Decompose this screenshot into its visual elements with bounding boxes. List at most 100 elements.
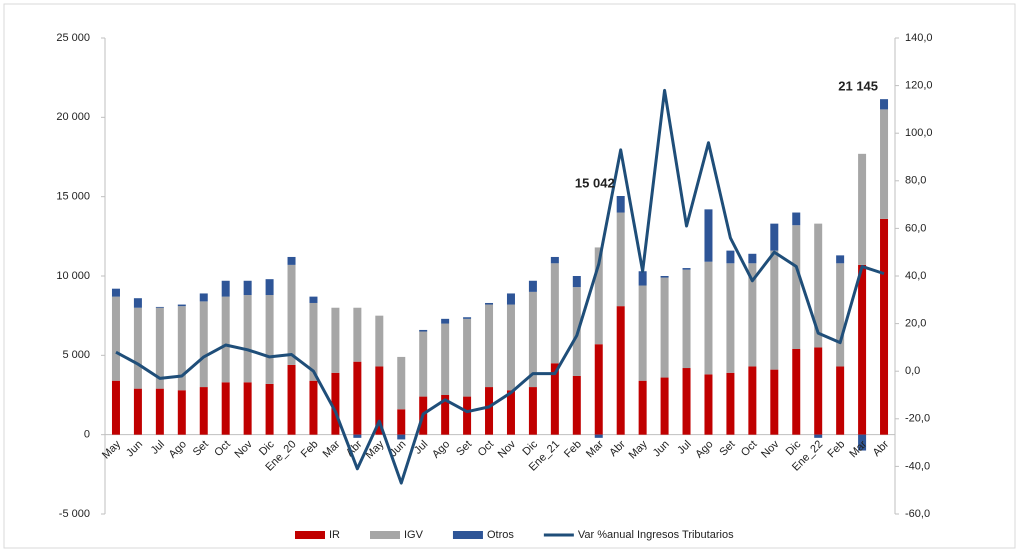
y2-tick-label: 100,0 — [905, 127, 933, 139]
x-tick-label: Nov — [232, 438, 255, 461]
bar-segment — [243, 280, 252, 296]
bar-segment — [638, 271, 647, 286]
x-tick-label: Oct — [476, 438, 497, 459]
bar-segment — [792, 212, 801, 226]
y-tick-label: 25 000 — [56, 32, 90, 44]
bar-segment — [528, 280, 537, 292]
bar-segment — [506, 390, 515, 435]
bar-segment — [331, 372, 340, 435]
x-tick-label: Jul — [675, 438, 693, 456]
bar-segment — [748, 263, 757, 367]
bar-segment — [858, 153, 867, 265]
annotation: 21 145 — [838, 79, 878, 94]
x-tick-label: Set — [454, 438, 474, 458]
bar-segment — [726, 263, 735, 373]
bar-segment — [528, 291, 537, 388]
bar-segment — [177, 304, 186, 307]
x-tick-label: May — [100, 438, 124, 462]
bar-segment — [748, 253, 757, 264]
y2-tick-label: -40,0 — [905, 460, 930, 472]
bar-segment — [594, 434, 603, 438]
y-tick-label: 0 — [84, 429, 90, 441]
bar-segment — [199, 301, 208, 388]
annotation: 15 042 — [575, 175, 615, 190]
bar-segment — [133, 298, 142, 308]
x-tick-label: Jun — [651, 438, 672, 459]
bar-segment — [660, 377, 669, 435]
y-tick-label: 20 000 — [56, 111, 90, 123]
bar-segment — [660, 276, 669, 278]
bar-segment — [331, 307, 340, 373]
bar-segment — [177, 306, 186, 391]
bar-segment — [309, 380, 318, 435]
bar-segment — [287, 256, 296, 265]
bar-segment — [748, 366, 757, 435]
y2-tick-label: 120,0 — [905, 80, 933, 92]
x-tick-label: Feb — [825, 438, 847, 460]
bar-segment — [375, 315, 384, 367]
bar-segment — [375, 366, 384, 435]
bar-segment — [463, 318, 472, 397]
bar-segment — [880, 109, 889, 219]
bar-segment — [836, 263, 845, 367]
bar-segment — [836, 366, 845, 435]
x-tick-label: Set — [717, 438, 737, 458]
bar-segment — [726, 372, 735, 435]
bar-segment — [704, 261, 713, 375]
bar-segment — [616, 212, 625, 307]
bar-segment — [682, 368, 691, 435]
bar-segment — [419, 331, 428, 397]
x-tick-label: Jun — [124, 438, 145, 459]
bar-segment — [265, 279, 274, 296]
y2-tick-label: 0,0 — [905, 365, 920, 377]
x-tick-label: Mar — [584, 438, 606, 460]
x-tick-label: Oct — [212, 438, 233, 459]
bar-segment — [770, 223, 779, 251]
bar-segment — [111, 380, 120, 435]
bar-segment — [572, 276, 581, 288]
bar-segment — [485, 302, 494, 305]
x-tick-label: Nov — [759, 438, 782, 461]
bar-segment — [814, 347, 823, 435]
bar-segment — [441, 395, 450, 435]
bar-segment — [111, 296, 120, 381]
x-tick-label: May — [627, 438, 651, 462]
x-tick-label: Set — [191, 438, 211, 458]
bar-segment — [792, 225, 801, 349]
y2-tick-label: 80,0 — [905, 175, 926, 187]
x-tick-label: Abr — [871, 438, 892, 459]
bar-segment — [463, 396, 472, 435]
y2-tick-label: 140,0 — [905, 32, 933, 44]
bar-segment — [572, 375, 581, 435]
legend-label: IR — [329, 529, 340, 541]
y2-tick-label: -20,0 — [905, 413, 930, 425]
bar-segment — [550, 263, 559, 364]
bar-segment — [880, 218, 889, 435]
bar-segment — [485, 304, 494, 388]
x-tick-label: Jul — [149, 438, 167, 456]
bar-segment — [287, 364, 296, 435]
y2-tick-label: 20,0 — [905, 318, 926, 330]
x-tick-label: Feb — [562, 438, 584, 460]
bar-segment — [397, 409, 406, 435]
x-tick-label: Oct — [739, 438, 760, 459]
legend-label: Otros — [487, 529, 514, 541]
bar-segment — [199, 387, 208, 435]
bar-segment — [353, 434, 362, 438]
bar-segment — [704, 374, 713, 435]
bar-segment — [177, 390, 186, 435]
bar-segment — [506, 293, 515, 305]
bar-segment — [660, 277, 669, 378]
bar-segment — [682, 268, 691, 270]
bar-segment — [265, 383, 274, 435]
bar-segment — [309, 302, 318, 381]
bar-segment — [858, 434, 867, 451]
bar-segment — [133, 307, 142, 389]
x-tick-label: Mar — [321, 438, 343, 460]
bar-segment — [528, 387, 537, 435]
bar-segment — [287, 264, 296, 365]
x-tick-label: Nov — [496, 438, 519, 461]
bar-segment — [243, 295, 252, 383]
x-tick-label: Feb — [299, 438, 321, 460]
bar-segment — [814, 434, 823, 438]
